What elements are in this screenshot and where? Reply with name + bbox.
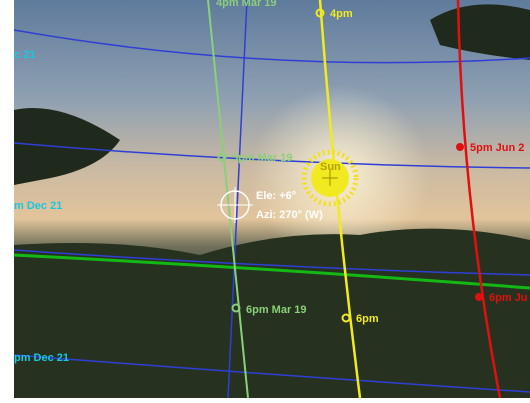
elevation: Ele: +6° [256, 190, 296, 202]
tree [430, 4, 530, 60]
path-label: pm Dec 21 [14, 352, 69, 364]
sun-label: Sun [320, 161, 341, 173]
azimuth: Azi: 270° (W) [256, 209, 323, 221]
path-label: 4pm Mar 19 [216, 0, 277, 9]
path-label: 5pm Mar 19 [232, 152, 293, 164]
path-label: c 21 [14, 49, 35, 61]
crosshair-lines [217, 187, 253, 223]
sun-halo [301, 149, 359, 207]
path-label: 6pm Mar 19 [246, 304, 307, 316]
camera-view: 4pm Mar 19 4pm c 21 5pm Mar 19 5pm Jun 2… [14, 0, 530, 398]
sun-cross [322, 170, 338, 186]
point-markers [217, 8, 483, 323]
path-label: 6pm [356, 313, 379, 325]
tree [14, 108, 120, 185]
path-label: 5pm Jun 2 [470, 142, 524, 154]
path-label: 4pm [330, 8, 353, 20]
path-label: 6pm Ju [489, 292, 528, 304]
paths [14, 0, 530, 398]
path-label: m Dec 21 [14, 200, 62, 212]
